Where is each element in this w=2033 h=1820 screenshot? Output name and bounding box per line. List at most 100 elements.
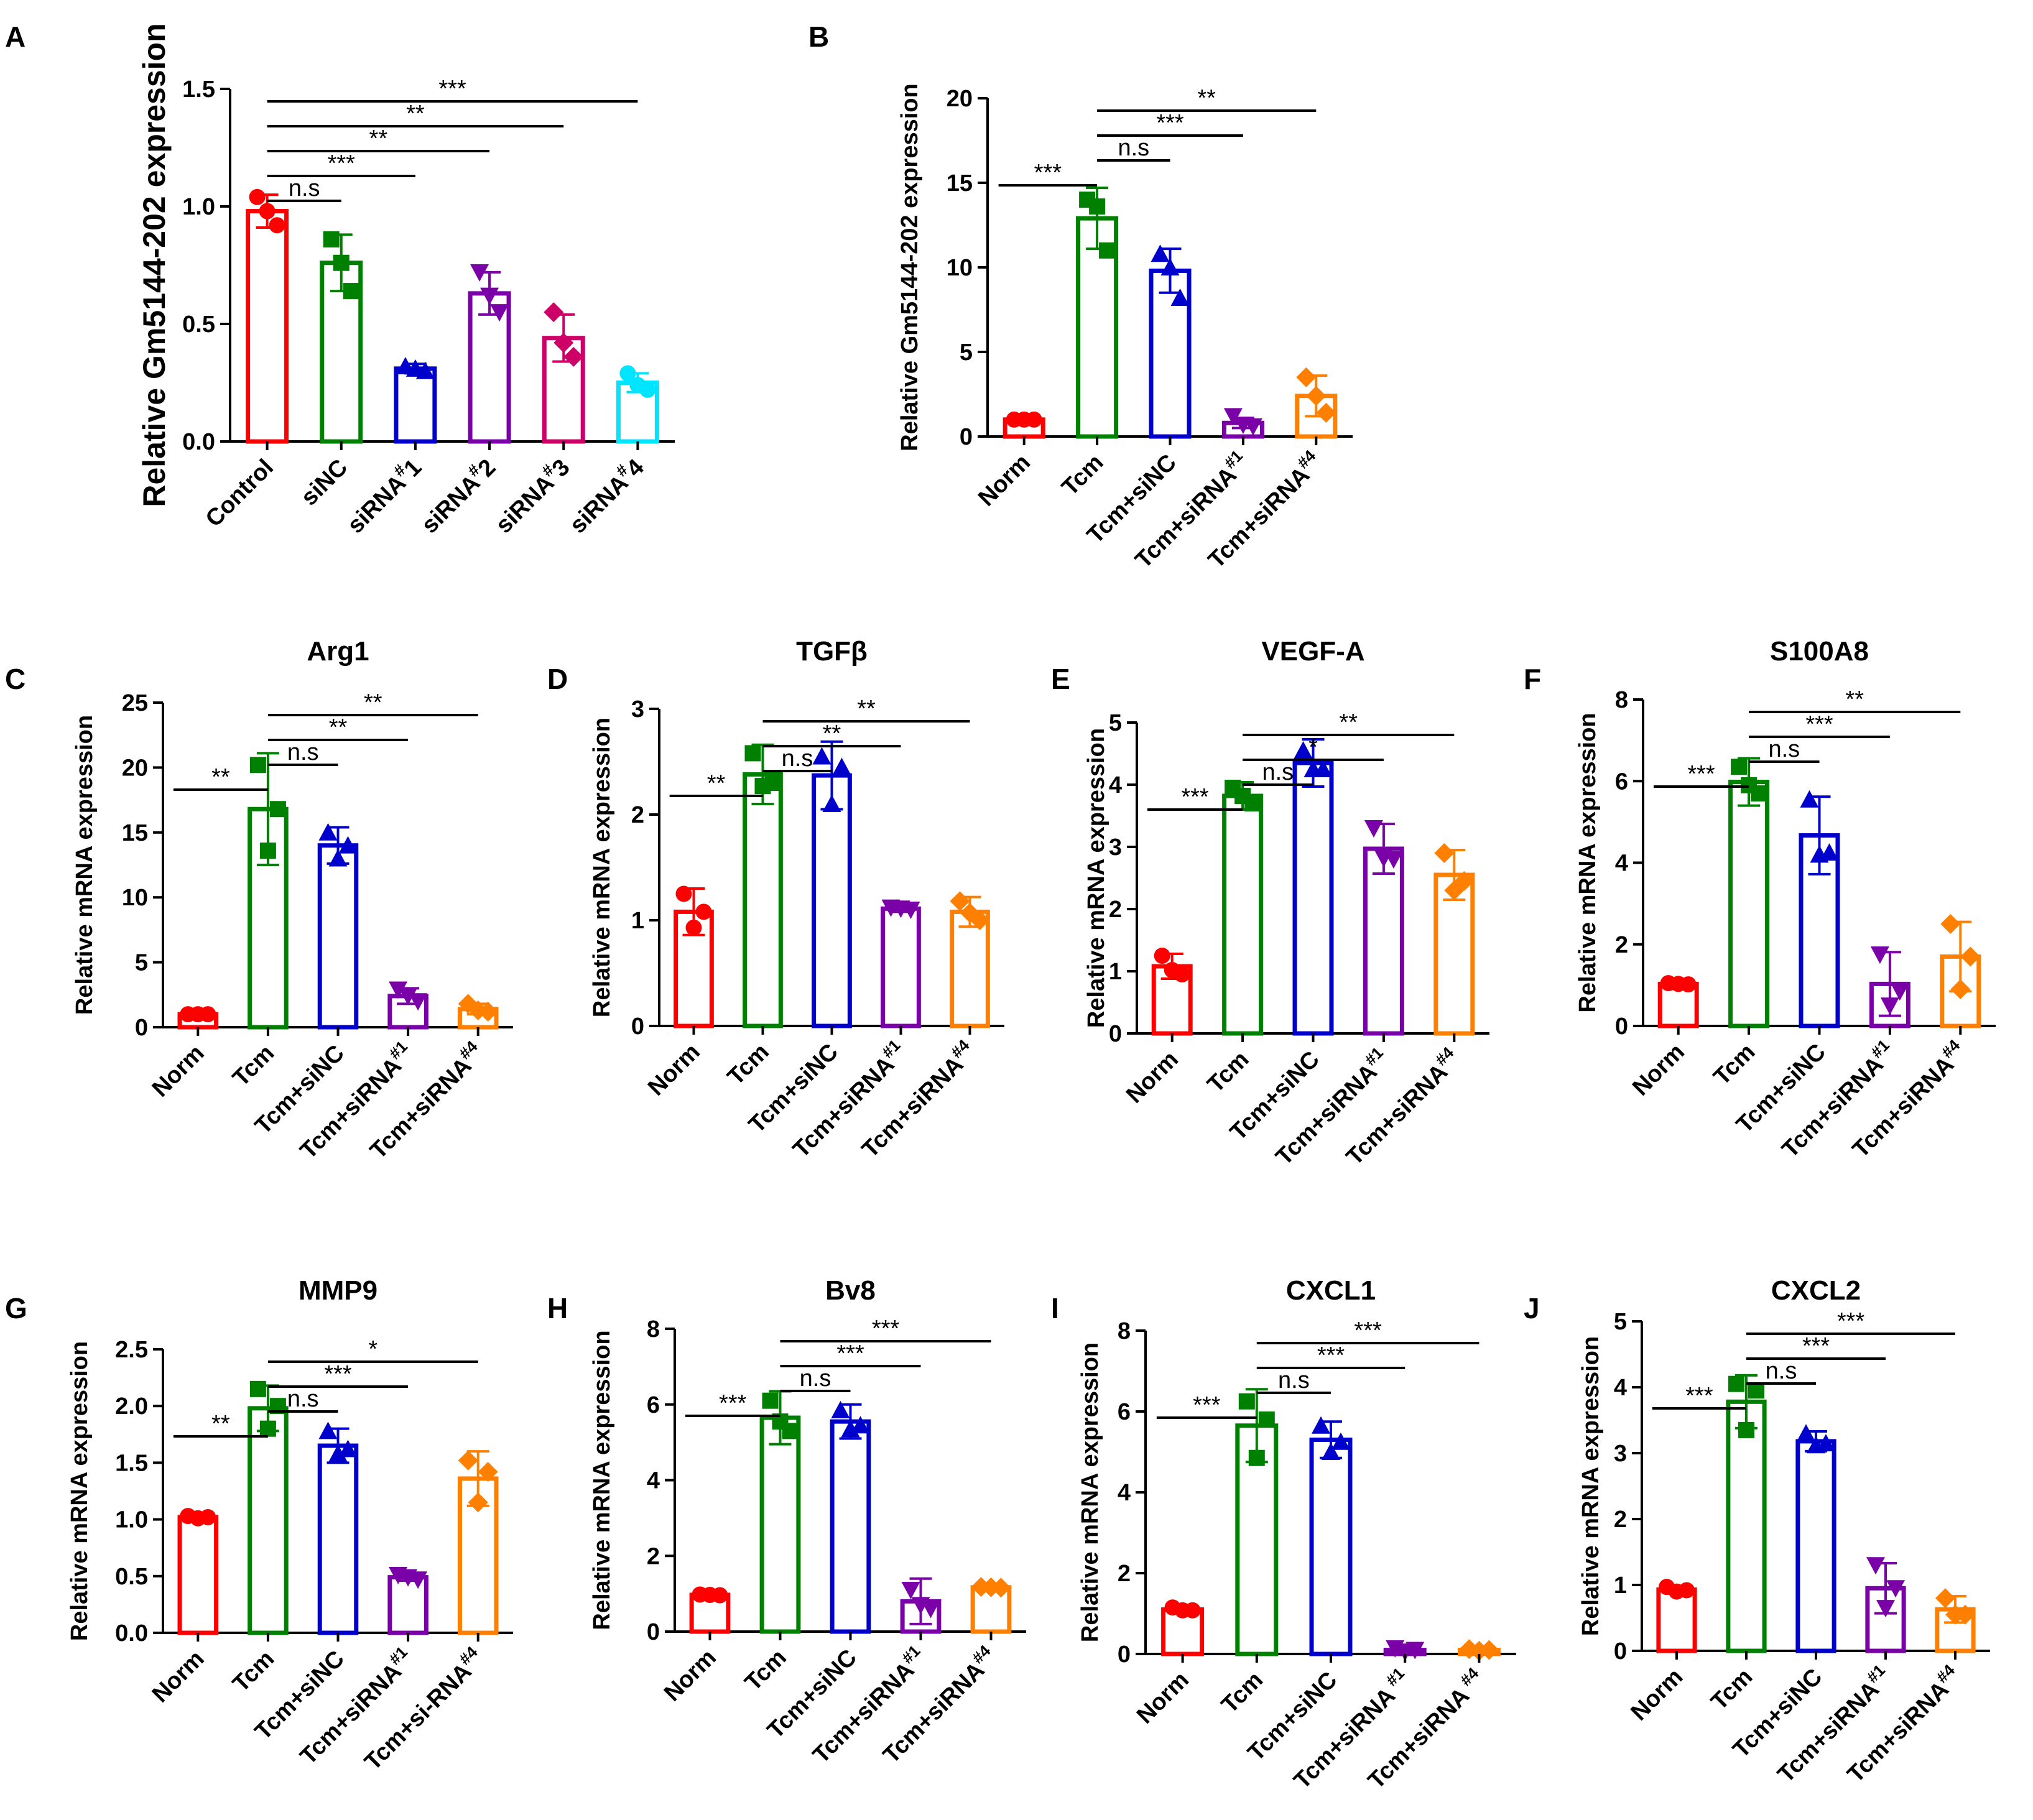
data-point [409,993,428,1011]
x-tick-label: siRNA#3 [488,451,575,538]
data-point [960,903,980,923]
bar [177,1515,219,1635]
data-point [389,981,408,999]
x-tick-label-main: Norm [1628,1039,1690,1101]
x-tick-label-main: Norm [147,1040,210,1102]
data-point [619,365,636,382]
data-point [1234,788,1251,804]
data-point [468,1000,488,1020]
x-tick-label: Tcm [1706,1664,1757,1716]
x-tick-label-main: Tcm [228,1040,279,1092]
x-tick-label: Norm [147,1646,210,1708]
y-axis-label: Relative mRNA expression [1575,713,1601,1012]
panel-a: A 0.0 0.5 1.0 1.5 Relative Gm5144-202 express… [5,21,675,538]
data-point [950,891,970,912]
data-point [675,885,692,902]
data-point [338,1439,358,1457]
y-tick-label: 5 [135,950,148,976]
bar [743,772,783,1028]
x-tick-label: Tcm+siRNA#4 [1840,1660,1967,1788]
x-tick-label: Tcm+siRNA#4 [854,1035,981,1163]
data-point [323,231,340,247]
y-tick-label: 1.0 [115,1507,148,1533]
y-tick-label: 2.5 [115,1337,148,1363]
significance-label: *** [1685,1383,1713,1409]
data-point [544,302,564,323]
significance-label: n.s [287,1386,319,1412]
data-point [468,1492,488,1513]
data-point [1731,759,1748,775]
data-point [1728,1375,1744,1392]
data-point [851,1416,870,1434]
significance-label: *** [1805,711,1833,737]
panel-label: D [547,663,568,695]
data-point [269,217,285,234]
data-point [399,987,418,1005]
y-tick-label: 4 [1614,1375,1627,1401]
data-point [1238,1393,1255,1410]
y-tick-label: 1 [1614,1573,1627,1599]
data-point [754,778,771,795]
x-tick-label: Control [201,455,279,532]
chart-title: CXCL1 [1286,1275,1376,1306]
data-point [1469,1640,1489,1661]
y-axis-label: Relative Gm5144-202 expression [897,83,923,451]
data-point [458,1450,478,1471]
x-tick-label: Tcm [723,1039,774,1091]
bar [1728,780,1770,1028]
significance-label: n.s [287,739,319,765]
x-tick-label-main: siRNA [343,470,411,538]
data-point [1960,946,1981,967]
data-point [399,1569,418,1587]
y-tick-label: 4 [647,1468,660,1494]
significance-label: * [368,1336,377,1362]
significance-label: ** [406,101,425,127]
significance-label: *** [1181,784,1209,810]
panel-d: D TGFβ 0 1 2 3 Relative mRNA expression Norm Tcm… [547,636,1004,1163]
significance-label: ** [369,126,388,152]
y-tick-label: 5 [1109,710,1122,736]
significance-label: *** [1193,1392,1221,1418]
data-point [1174,1602,1191,1619]
y-tick-label: 1 [631,908,644,934]
bar [830,1419,871,1634]
y-tick-label: 3 [1109,834,1122,861]
y-tick-label: 2 [647,1543,660,1569]
chart-title: TGFβ [796,636,868,667]
y-tick-label: 1.5 [182,76,215,103]
y-tick-label: 5 [1614,1309,1627,1335]
x-tick-label: Tcm [1057,450,1109,501]
data-point [901,1582,920,1600]
x-tick-label: Tcm [228,1646,279,1698]
y-tick-label: 4 [1109,772,1122,798]
x-tick-label-main: Norm [659,1645,721,1707]
significance-label: ** [707,770,726,797]
data-point [685,919,702,936]
y-tick-label: 2 [631,802,644,828]
panel-f: F S100A8 0 2 4 6 8 Relative mRNA expression Norm… [1524,636,1996,1163]
x-tick-label-main: Tcm [1057,450,1109,501]
x-tick-label-main: siNC [296,455,353,511]
y-tick-label: 2 [1615,932,1628,958]
chart-title: Bv8 [825,1275,876,1306]
data-point [338,836,358,854]
bar [1726,1399,1767,1653]
data-point [891,900,910,918]
x-tick-label: Tcm [228,1040,279,1092]
significance-label: *** [1802,1333,1830,1359]
x-tick-label: Norm [1626,1664,1688,1726]
y-tick-label: 20 [122,755,148,781]
x-tick-label-main: siRNA [417,470,485,538]
data-point [1304,760,1323,777]
y-tick-label: 3 [631,696,644,723]
chart-title: S100A8 [1770,636,1869,667]
y-axis-label: Relative mRNA expression [589,1330,615,1630]
x-tick-label: Tcm+siRNA#4 [362,1037,489,1164]
y-tick-label: 25 [122,690,148,716]
y-tick-label: 2 [1109,897,1122,923]
y-tick-label: 8 [1118,1318,1131,1344]
panel-c: C Arg1 0 5 10 15 20 25 Relative mRNA expression N… [5,636,513,1164]
data-point [1866,1557,1885,1575]
significance-label: ** [1339,709,1358,736]
x-tick-label-main: Norm [1132,1667,1194,1729]
